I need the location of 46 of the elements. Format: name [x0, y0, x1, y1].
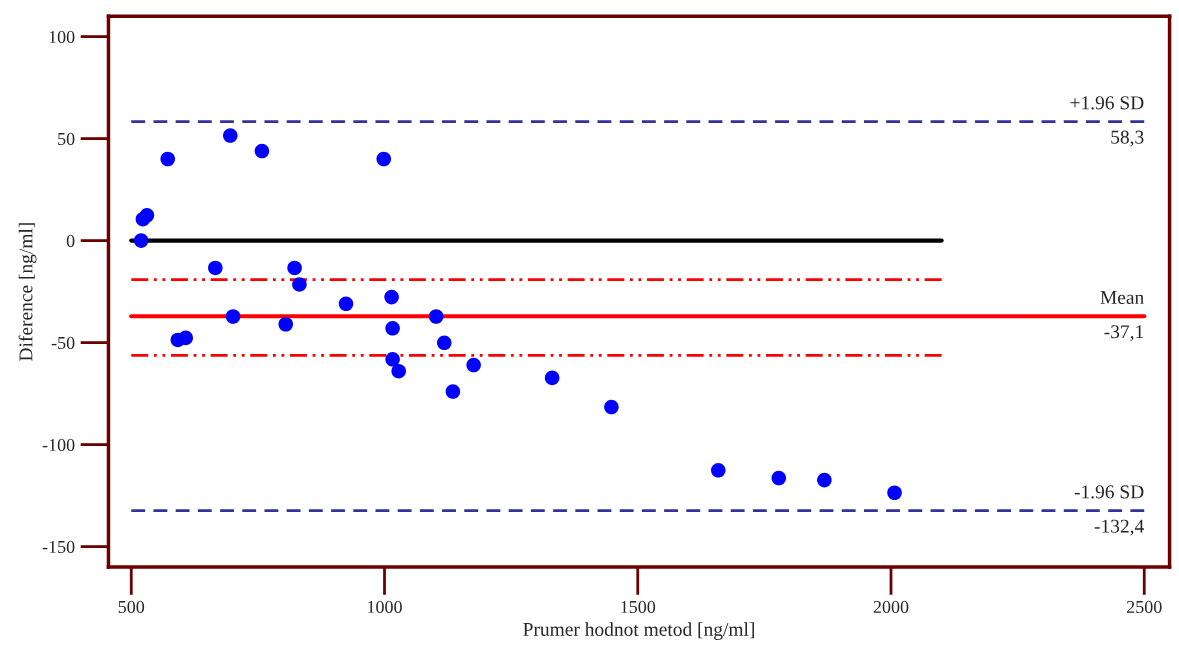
point	[436, 335, 452, 351]
point	[376, 151, 392, 167]
y-tick-label: -150	[42, 540, 75, 554]
x-axis-title: Prumer hodnot metod [ng/ml]	[523, 622, 754, 640]
point	[445, 384, 461, 399]
x-tick-label: 2000	[873, 600, 909, 614]
point	[278, 316, 294, 332]
point	[292, 277, 307, 292]
point	[544, 370, 560, 386]
point	[338, 296, 354, 312]
y-tick-label: 0	[66, 234, 75, 248]
y-tick-label: 50	[58, 132, 75, 146]
point	[178, 330, 193, 346]
y-axis-title: Diference [ng/ml]	[18, 223, 37, 361]
point	[254, 143, 270, 159]
annotation: 58,3	[1111, 130, 1144, 147]
point	[817, 472, 832, 488]
point	[287, 260, 302, 276]
annotation: -132,4	[1094, 519, 1144, 536]
x-tick-label: 500	[118, 600, 145, 614]
point	[391, 363, 406, 379]
x-tick-label: 1500	[621, 600, 656, 614]
point	[133, 233, 149, 248]
point	[208, 260, 223, 276]
point	[384, 289, 399, 305]
point	[139, 208, 155, 223]
annotation: -37,1	[1104, 325, 1144, 342]
point	[160, 151, 176, 167]
point	[223, 128, 238, 143]
point	[771, 470, 787, 486]
point	[225, 309, 241, 324]
annotation: +1.96 SD	[1070, 96, 1144, 110]
point	[711, 463, 726, 478]
point	[385, 321, 400, 336]
x-tick-label: 1000	[368, 600, 402, 614]
point	[385, 352, 400, 367]
point	[428, 309, 444, 324]
point	[604, 399, 619, 415]
y-tick-label: -50	[51, 336, 75, 350]
point	[887, 485, 902, 501]
annotation: -1.96 SD	[1074, 485, 1144, 499]
y-tick-label: 100	[49, 30, 75, 44]
y-tick-label: -100	[42, 438, 75, 452]
annotation: Mean	[1100, 291, 1144, 304]
point	[466, 357, 481, 373]
x-tick-label: 2500	[1126, 600, 1162, 614]
